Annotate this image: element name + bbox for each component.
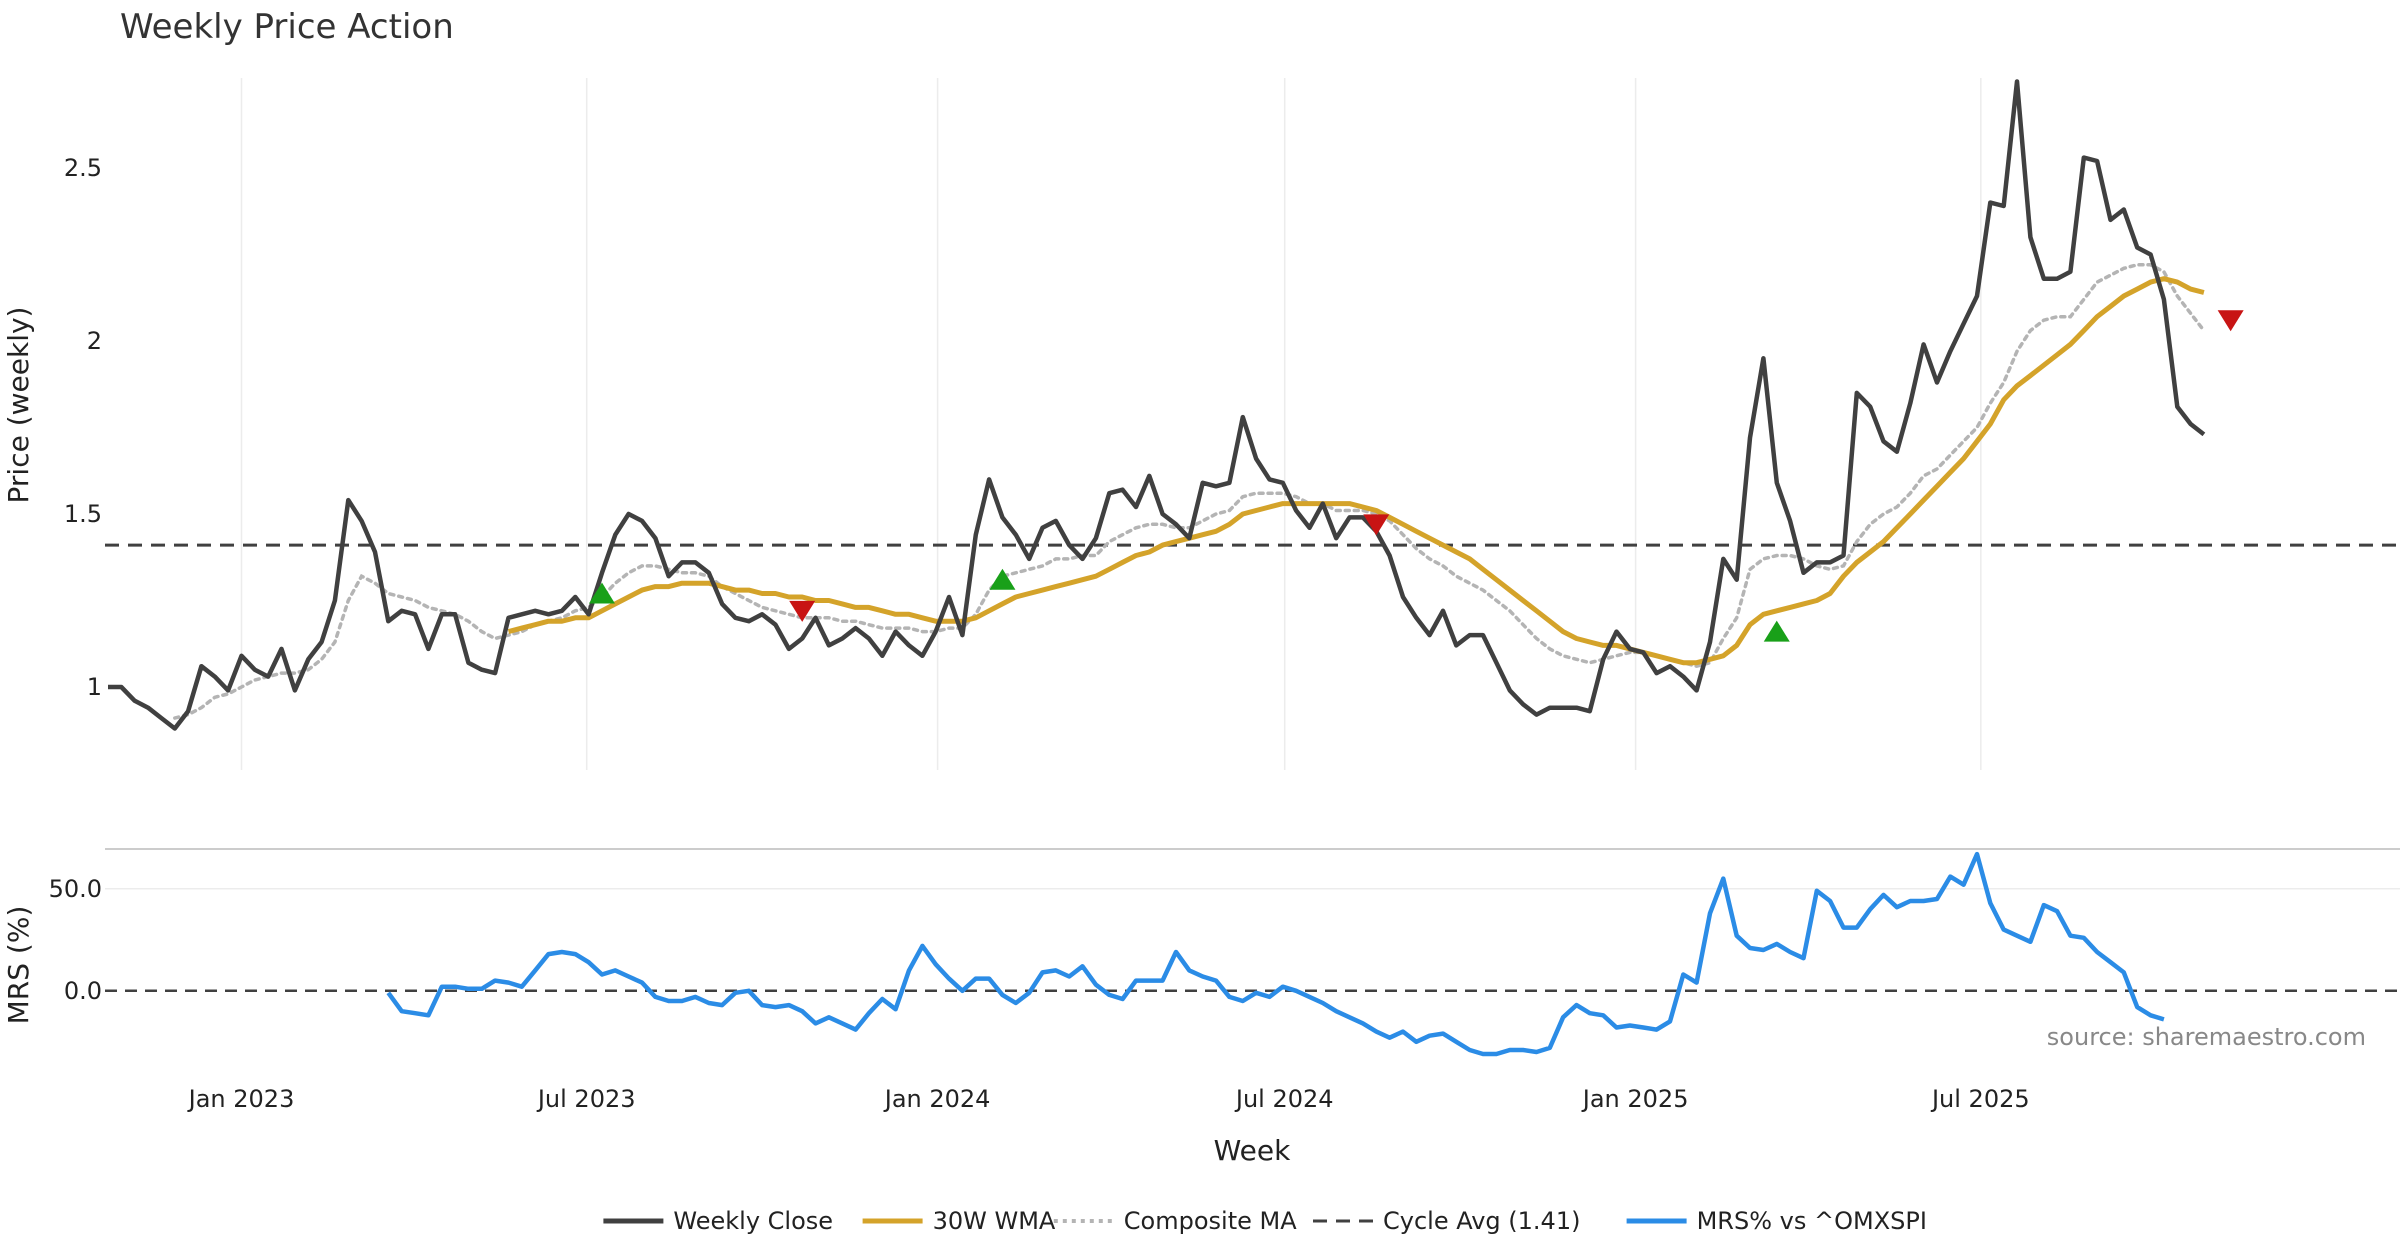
mrs-y-tick-label: 50.0 (49, 875, 102, 903)
watermark: source: sharemaestro.com (2047, 1023, 2366, 1051)
price-y-tick-label: 1 (87, 673, 102, 701)
legend-label: Weekly Close (673, 1207, 833, 1235)
price-y-tick-label: 1.5 (64, 500, 102, 528)
sell-signal-marker (2217, 310, 2244, 332)
weekly-close-line (108, 79, 2206, 731)
price-y-axis-label: Price (weekly) (2, 307, 35, 504)
composite-ma-line (173, 263, 2206, 720)
mrs-panel (105, 851, 2400, 1057)
x-tick-label: Jul 2023 (536, 1085, 636, 1113)
x-tick-label: Jul 2024 (1234, 1085, 1334, 1113)
legend: Weekly Close 30W WMA Composite MA Cycle Avg… (603, 1207, 1927, 1235)
legend-item: Cycle Avg (1.41) (1313, 1207, 1580, 1235)
axis-layer: Jan 2023 Jul 2023 Jan 2024 Jul 2024 Jan 2025… (49, 154, 2400, 1113)
price-y-tick-label: 2 (87, 327, 102, 355)
x-axis-label: Week (1214, 1134, 1291, 1167)
x-tick-label: Jan 2023 (187, 1085, 295, 1113)
legend-item: Weekly Close (603, 1207, 833, 1235)
x-tick-label: Jul 2025 (1930, 1085, 2030, 1113)
legend-label: Cycle Avg (1.41) (1383, 1207, 1580, 1235)
buy-signal-marker (1763, 620, 1790, 642)
x-tick-label: Jan 2025 (1581, 1085, 1689, 1113)
mrs-line (386, 851, 2165, 1057)
sell-signal-marker (789, 600, 816, 622)
price-y-tick-label: 2.5 (64, 154, 102, 182)
mrs-y-tick-label: 0.0 (64, 977, 102, 1005)
legend-label: MRS% vs ^OMXSPI (1697, 1207, 1927, 1235)
buy-signal-marker (989, 568, 1016, 590)
mrs-y-axis-label: MRS (%) (2, 906, 35, 1025)
x-tick-label: Jan 2024 (883, 1085, 991, 1113)
legend-item: Composite MA (1053, 1207, 1297, 1235)
legend-item: 30W WMA (862, 1207, 1056, 1235)
wma-30-line (507, 276, 2205, 666)
chart-title: Weekly Price Action (120, 7, 454, 47)
buy-signal-marker (588, 582, 615, 604)
legend-label: Composite MA (1124, 1207, 1297, 1235)
sell-signal-marker (1363, 514, 1390, 536)
legend-item: MRS% vs ^OMXSPI (1626, 1207, 1927, 1235)
legend-label: 30W WMA (933, 1207, 1056, 1235)
price-panel (105, 79, 2400, 731)
